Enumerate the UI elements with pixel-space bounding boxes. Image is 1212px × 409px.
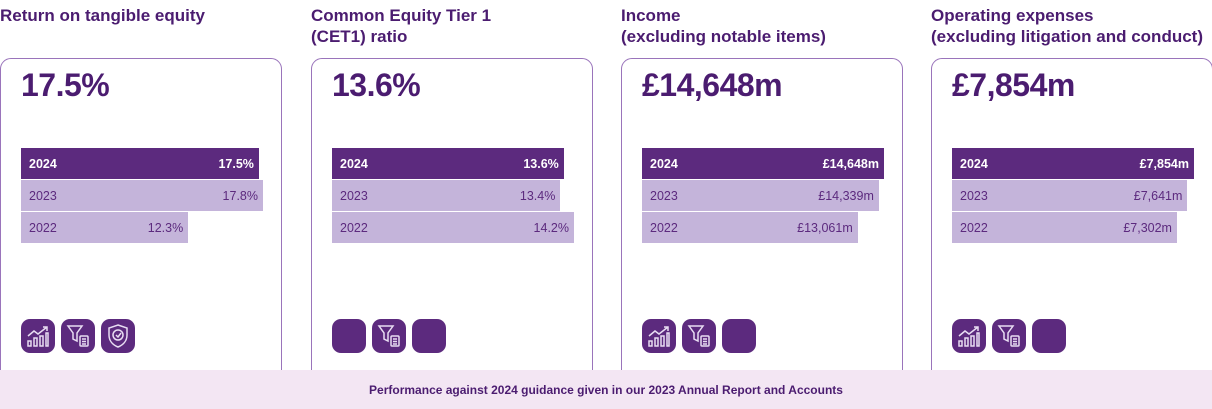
- bar-2023: 2023 £7,641m: [952, 180, 1188, 211]
- bar-2023: 2023 17.8%: [21, 180, 263, 211]
- bar-value: 14.2%: [533, 220, 569, 235]
- bar-year: 2022: [340, 220, 368, 235]
- bar-year: 2023: [29, 188, 57, 203]
- kpi-title: Common Equity Tier 1 (CET1) ratio: [311, 6, 492, 46]
- filter-list-icon: [372, 319, 406, 353]
- bar-value: 13.4%: [519, 188, 556, 203]
- blank-icon: [412, 319, 446, 353]
- bar-year: 2023: [960, 188, 988, 203]
- blank-icon: [1032, 319, 1066, 353]
- bar-2022: 2022 12.3%: [21, 212, 189, 243]
- kpi-title: Operating expenses (excluding litigation …: [931, 6, 1203, 46]
- icon-row: [642, 319, 756, 353]
- kpi-card: £14,648m 2024 £14,648m 2023 £14,339m 202…: [621, 58, 903, 388]
- bar-value: £14,648m: [822, 156, 879, 171]
- bar-year: 2024: [650, 156, 678, 171]
- bar-value: 17.5%: [218, 156, 254, 171]
- bar-2022: 2022 14.2%: [332, 212, 574, 243]
- bar-value: £14,339m: [818, 188, 874, 203]
- kpi-title: Return on tangible equity: [0, 6, 205, 25]
- bar-value: £13,061m: [797, 220, 853, 235]
- kpi-value: £7,854m: [952, 67, 1075, 103]
- bar-2023: 2023 13.4%: [332, 180, 561, 211]
- kpi-column: Operating expenses (excluding litigation …: [931, 0, 1212, 409]
- shield-check-icon: [101, 319, 135, 353]
- bar-value: 12.3%: [147, 220, 184, 235]
- blank-icon: [332, 319, 366, 353]
- bar-value: 13.6%: [523, 156, 559, 171]
- bar-year: 2022: [960, 220, 988, 235]
- bar-year: 2022: [29, 220, 57, 235]
- bar-year: 2023: [650, 188, 678, 203]
- bar-2022: 2022 £13,061m: [642, 212, 858, 243]
- kpi-column: Common Equity Tier 1 (CET1) ratio 13.6% 2…: [311, 0, 593, 409]
- bar-year: 2023: [340, 188, 368, 203]
- kpi-card: 17.5% 2024 17.5% 2023 17.8% 2022 12.3%: [0, 58, 282, 388]
- footer-note: Performance against 2024 guidance given …: [0, 370, 1212, 409]
- filter-list-icon: [992, 319, 1026, 353]
- bar-year: 2024: [960, 156, 988, 171]
- chart-growth-icon: [952, 319, 986, 353]
- bar-2024: 2024 13.6%: [332, 148, 564, 179]
- kpi-column: Return on tangible equity 17.5% 2024 17.…: [0, 0, 282, 409]
- blank-icon: [722, 319, 756, 353]
- kpi-value: £14,648m: [642, 67, 783, 103]
- kpi-card: 13.6% 2024 13.6% 2023 13.4% 2022 14.2%: [311, 58, 593, 388]
- chart-growth-icon: [21, 319, 55, 353]
- chart-growth-icon: [642, 319, 676, 353]
- filter-list-icon: [61, 319, 95, 353]
- kpi-value: 13.6%: [332, 67, 421, 103]
- kpi-column: Income (excluding notable items) £14,648m…: [621, 0, 903, 409]
- bar-year: 2022: [650, 220, 678, 235]
- footer-text: Performance against 2024 guidance given …: [369, 382, 843, 397]
- bar-value: £7,641m: [1133, 188, 1183, 203]
- bar-year: 2024: [340, 156, 368, 171]
- bar-2024: 2024 17.5%: [21, 148, 259, 179]
- bar-year: 2024: [29, 156, 57, 171]
- icon-row: [952, 319, 1066, 353]
- kpi-value: 17.5%: [21, 67, 110, 103]
- kpi-title: Income (excluding notable items): [621, 6, 826, 46]
- bar-2023: 2023 £14,339m: [642, 180, 879, 211]
- bar-2022: 2022 £7,302m: [952, 212, 1177, 243]
- bar-value: £7,302m: [1123, 220, 1172, 235]
- bar-2024: 2024 £7,854m: [952, 148, 1194, 179]
- bar-value: 17.8%: [222, 188, 258, 203]
- bar-2024: 2024 £14,648m: [642, 148, 884, 179]
- kpi-card: £7,854m 2024 £7,854m 2023 £7,641m 2022 £…: [931, 58, 1212, 388]
- filter-list-icon: [682, 319, 716, 353]
- icon-row: [332, 319, 446, 353]
- icon-row: [21, 319, 135, 353]
- bar-value: £7,854m: [1139, 156, 1189, 171]
